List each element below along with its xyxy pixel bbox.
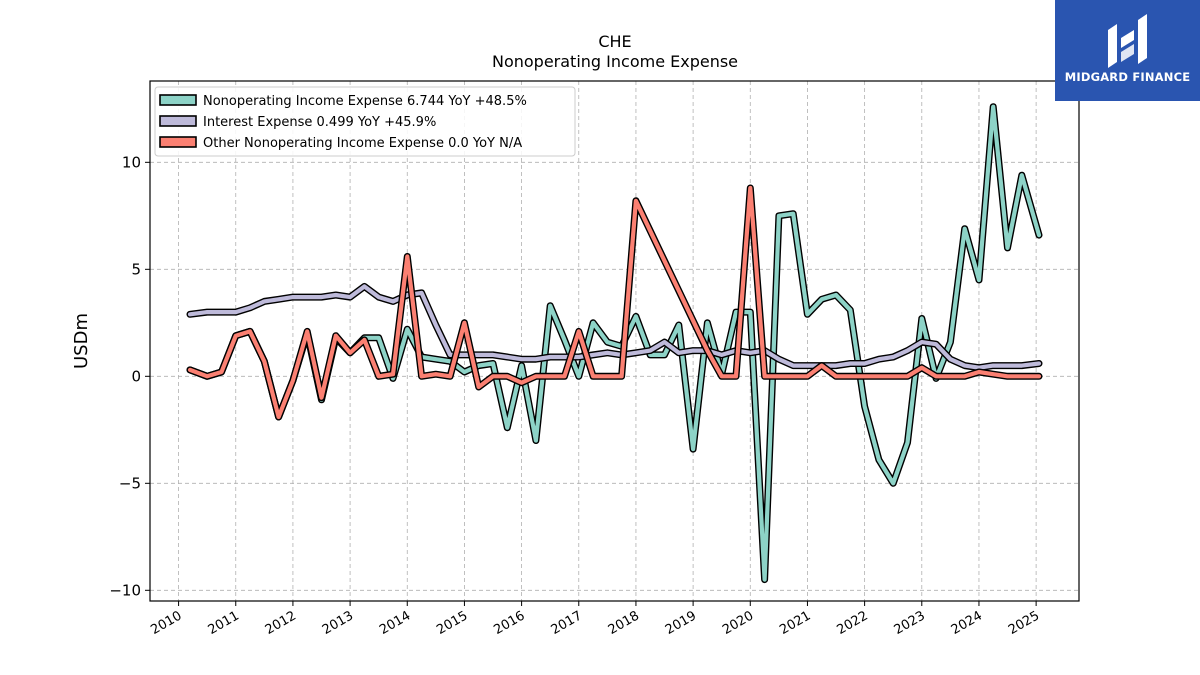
x-tick-label: 2014 (377, 608, 413, 638)
x-tick-label: 2017 (549, 608, 585, 638)
y-tick-label: −5 (119, 474, 141, 492)
x-tick-label: 2023 (892, 608, 928, 638)
series-1 (186, 282, 1043, 372)
x-axis-ticks: 2010 2011 2012 2013 2014 2015 2016 2017 2018 2019… (148, 601, 1042, 638)
x-tick-label: 2016 (491, 608, 527, 638)
brand-logo: MIDGARD FINANCE (1055, 0, 1200, 101)
legend-label: Nonoperating Income Expense 6.744 YoY +4… (203, 94, 527, 109)
legend-swatch (159, 136, 197, 148)
series-line (187, 284, 1042, 370)
y-tick-label: 0 (131, 367, 141, 385)
x-tick-label: 2015 (434, 608, 470, 638)
brand-name: MIDGARD FINANCE (1064, 70, 1191, 84)
chart-title: CHE (598, 32, 631, 51)
series-line (187, 185, 1042, 420)
x-tick-label: 2011 (206, 608, 242, 638)
legend-box (154, 86, 576, 157)
y-tick-label: 5 (131, 260, 141, 278)
x-tick-label: 2018 (606, 608, 642, 638)
chart-subtitle: Nonoperating Income Expense (492, 52, 738, 71)
x-tick-label: 2010 (148, 608, 184, 638)
legend-swatch (159, 94, 197, 106)
x-tick-label: 2025 (1006, 608, 1042, 638)
legend-label: Other Nonoperating Income Expense 0.0 Yo… (203, 136, 522, 151)
legend-item: Nonoperating Income Expense 6.744 YoY +4… (159, 94, 527, 109)
legend-swatch (159, 115, 197, 127)
legend-item: Other Nonoperating Income Expense 0.0 Yo… (159, 136, 522, 151)
y-axis-label: USDm (71, 313, 92, 369)
y-tick-label: 10 (122, 153, 141, 171)
series-line (187, 104, 1042, 582)
series-0 (186, 103, 1043, 584)
series-2 (186, 184, 1043, 421)
y-tick-label: −10 (109, 581, 141, 599)
x-tick-label: 2012 (263, 608, 299, 638)
x-tick-label: 2021 (777, 608, 813, 638)
x-tick-label: 2020 (720, 608, 756, 638)
legend-item: Interest Expense 0.499 YoY +45.9% (159, 115, 436, 130)
logo-mark-icon (1108, 14, 1147, 68)
plot-frame (149, 80, 1080, 602)
legend-label: Interest Expense 0.499 YoY +45.9% (203, 115, 436, 130)
series-lines (186, 103, 1043, 584)
y-axis-ticks: −10 −5 0 5 10 (109, 153, 150, 599)
x-tick-label: 2013 (320, 608, 356, 638)
x-tick-label: 2022 (834, 608, 870, 638)
x-tick-label: 2024 (949, 608, 985, 638)
x-tick-label: 2019 (663, 608, 699, 638)
legend: Nonoperating Income Expense 6.744 YoY +4… (154, 86, 576, 157)
